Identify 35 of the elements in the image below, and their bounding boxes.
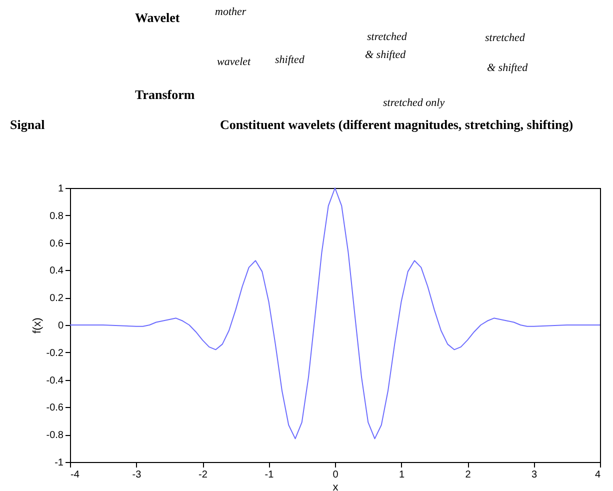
text: wavelet xyxy=(217,56,252,68)
text: stretched xyxy=(367,31,408,43)
text: Signal xyxy=(10,117,46,132)
x-tick-label: -4 xyxy=(70,470,80,480)
y-tick-label: -0.6 xyxy=(46,402,64,414)
x-tick-label: -3 xyxy=(132,470,142,480)
x-tick-label: 1 xyxy=(398,470,405,480)
text: mother xyxy=(215,6,247,18)
y-tick-label: 0.4 xyxy=(50,266,64,277)
y-tick-label: -0.8 xyxy=(46,430,64,442)
y-tick-label: 0.2 xyxy=(50,293,64,304)
x-tick-label: -1 xyxy=(264,470,274,480)
y-tick-label: 0 xyxy=(58,320,64,332)
y-tick-label: 0.8 xyxy=(50,210,64,222)
text: Transform xyxy=(135,87,195,102)
line-series xyxy=(70,188,600,440)
x-axis-title: x xyxy=(332,482,339,491)
y-tick-label: 1 xyxy=(58,184,64,194)
x-tick-label: 0 xyxy=(332,470,339,480)
y-tick-label: -1 xyxy=(54,458,64,468)
y-tick-label: -0.4 xyxy=(46,375,64,386)
text: Wavelet xyxy=(135,10,180,25)
text: stretched xyxy=(485,32,526,44)
text: Constituent wavelets (different magnitudes, stretching, shifting) xyxy=(220,117,574,132)
x-tick-label: 3 xyxy=(531,470,538,480)
y-axis-title: f(x) xyxy=(31,318,44,334)
text: stretched only xyxy=(383,97,445,109)
x-tick-label: -2 xyxy=(198,470,208,480)
y-tick-label: -0.2 xyxy=(46,348,64,359)
text: & shifted xyxy=(365,49,406,61)
y-tick-label: 0.6 xyxy=(50,238,64,250)
x-tick-label: 2 xyxy=(465,470,472,480)
text: & shifted xyxy=(487,62,528,74)
text: shifted xyxy=(275,54,305,66)
x-tick-label: 4 xyxy=(594,470,601,480)
